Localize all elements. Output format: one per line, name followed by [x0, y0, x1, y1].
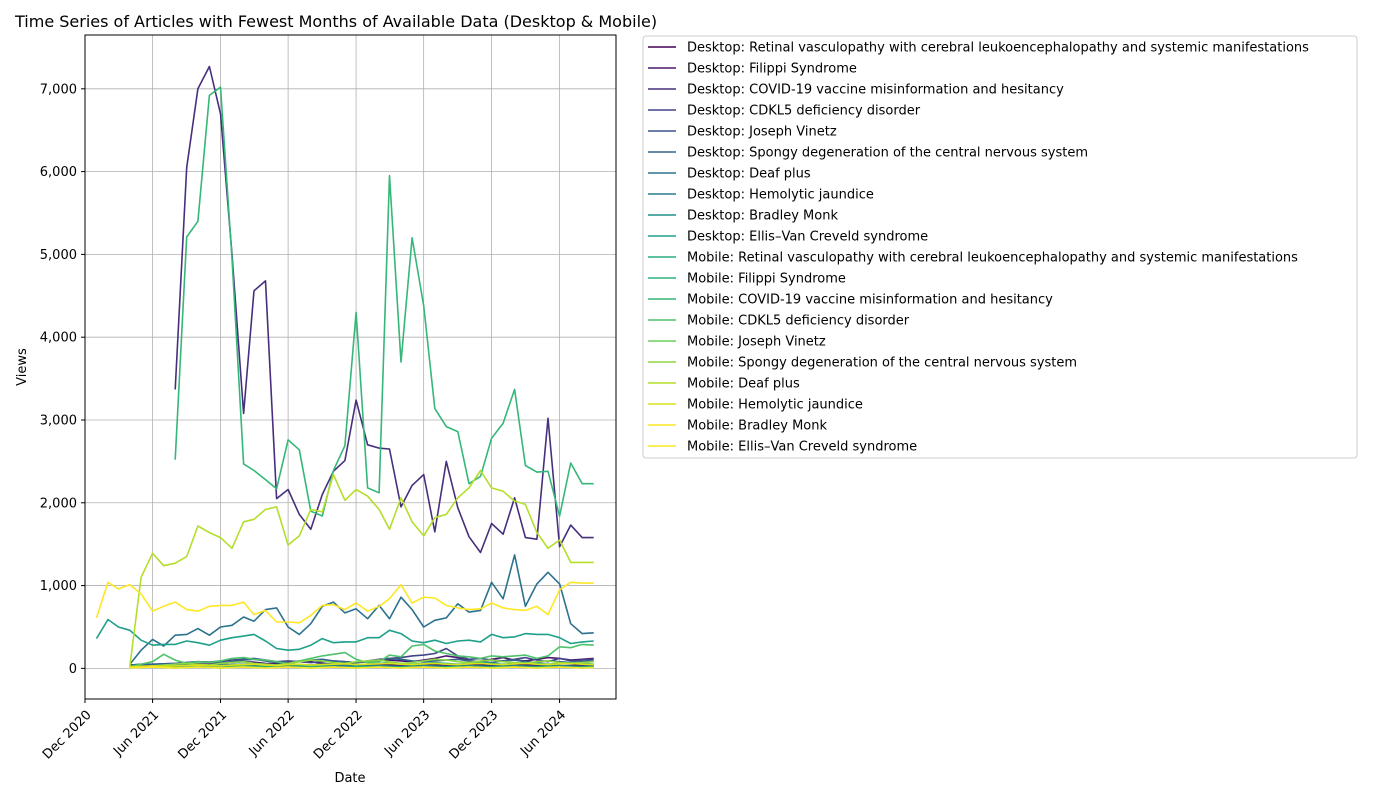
series-line — [129, 469, 594, 667]
x-tick-label: Jun 2021 — [110, 708, 162, 760]
legend-label: Desktop: Retinal vasculopathy with cereb… — [687, 41, 1309, 56]
legend-label: Mobile: Retinal vasculopathy with cerebr… — [687, 251, 1298, 266]
legend-label: Desktop: Filippi Syndrome — [687, 62, 857, 77]
x-tick-label: Jun 2024 — [517, 708, 569, 760]
legend-label: Mobile: CDKL5 deficiency disorder — [687, 314, 910, 329]
x-tick-label: Dec 2021 — [175, 708, 230, 763]
x-axis: Dec 2020 Jun 2021 Dec 2021 Jun 2022 Dec 2022… — [40, 699, 569, 762]
y-tick-label: 2,000 — [40, 496, 77, 511]
plot-area-frame — [84, 34, 617, 700]
legend-label: Mobile: Bradley Monk — [687, 419, 827, 434]
legend-box — [642, 35, 1358, 459]
x-axis-label: Date — [334, 771, 365, 786]
x-tick-label: Jun 2022 — [246, 708, 298, 760]
y-tick-label: 1,000 — [40, 579, 77, 594]
series-line — [174, 65, 594, 554]
y-axis: 0 1,000 2,000 3,000 4,000 5,000 6,000 7,000 — [40, 82, 85, 677]
legend-label: Mobile: Joseph Vinetz — [687, 335, 826, 350]
x-tick-label: Jun 2023 — [381, 708, 433, 760]
series-line — [95, 618, 594, 652]
legend-label: Desktop: Ellis–Van Creveld syndrome — [687, 230, 928, 245]
legend-label: Mobile: Hemolytic jaundice — [687, 398, 863, 413]
series-line — [95, 581, 594, 624]
legend-label: Mobile: Deaf plus — [687, 377, 800, 392]
legend-label: Desktop: Hemolytic jaundice — [687, 188, 874, 203]
series-lines — [95, 65, 594, 669]
chart-title: Time Series of Articles with Fewest Mont… — [14, 12, 657, 31]
y-tick-label: 6,000 — [40, 165, 77, 180]
legend-label: Mobile: Spongy degeneration of the centr… — [687, 356, 1077, 371]
series-line — [129, 666, 594, 669]
legend-label: Desktop: Joseph Vinetz — [687, 125, 837, 140]
y-tick-label: 7,000 — [40, 82, 77, 97]
y-tick-label: 3,000 — [40, 413, 77, 428]
grid-lines — [84, 35, 616, 699]
y-axis-label: Views — [15, 348, 30, 386]
legend-label: Mobile: Ellis–Van Creveld syndrome — [687, 440, 917, 455]
series-line — [174, 86, 594, 517]
series-line — [129, 662, 594, 668]
y-tick-label: 5,000 — [40, 248, 77, 263]
legend: Desktop: Retinal vasculopathy with cereb… — [642, 35, 1358, 459]
legend-label: Desktop: Spongy degeneration of the cent… — [687, 146, 1088, 161]
x-tick-label: Dec 2020 — [40, 708, 95, 763]
legend-label: Mobile: COVID-19 vaccine misinformation … — [687, 293, 1053, 308]
legend-label: Desktop: COVID-19 vaccine misinformation… — [687, 83, 1064, 98]
series-line — [129, 554, 594, 665]
y-tick-label: 0 — [69, 662, 77, 677]
legend-label: Desktop: Deaf plus — [687, 167, 811, 182]
legend-label: Mobile: Filippi Syndrome — [687, 272, 846, 287]
x-tick-label: Dec 2023 — [447, 708, 502, 763]
legend-label: Desktop: Bradley Monk — [687, 209, 838, 224]
y-tick-label: 4,000 — [40, 331, 77, 346]
x-tick-label: Dec 2022 — [311, 708, 366, 763]
legend-label: Desktop: CDKL5 deficiency disorder — [687, 104, 921, 119]
